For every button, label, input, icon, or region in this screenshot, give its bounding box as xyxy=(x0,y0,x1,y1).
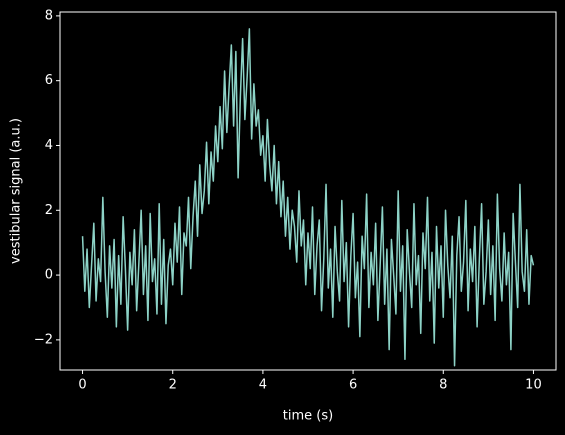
y-axis-label: vestibular signal (a.u.) xyxy=(9,118,24,264)
x-tick-label: 8 xyxy=(439,378,447,393)
x-tick-label: 2 xyxy=(169,378,177,393)
x-axis-label: time (s) xyxy=(283,409,333,424)
y-tick-label: 2 xyxy=(45,203,53,218)
x-tick-label: 6 xyxy=(349,378,357,393)
axes-frame xyxy=(59,11,557,371)
y-tick-label: 0 xyxy=(45,268,53,283)
y-tick-label: 6 xyxy=(45,73,53,88)
x-tick-label: 10 xyxy=(525,378,542,393)
y-tick-label: 4 xyxy=(45,138,53,153)
x-tick-label: 0 xyxy=(78,378,86,393)
y-tick-label: −2 xyxy=(34,332,53,347)
signal-line xyxy=(81,28,535,367)
y-tick-label: 8 xyxy=(45,8,53,23)
x-tick-label: 4 xyxy=(259,378,267,393)
